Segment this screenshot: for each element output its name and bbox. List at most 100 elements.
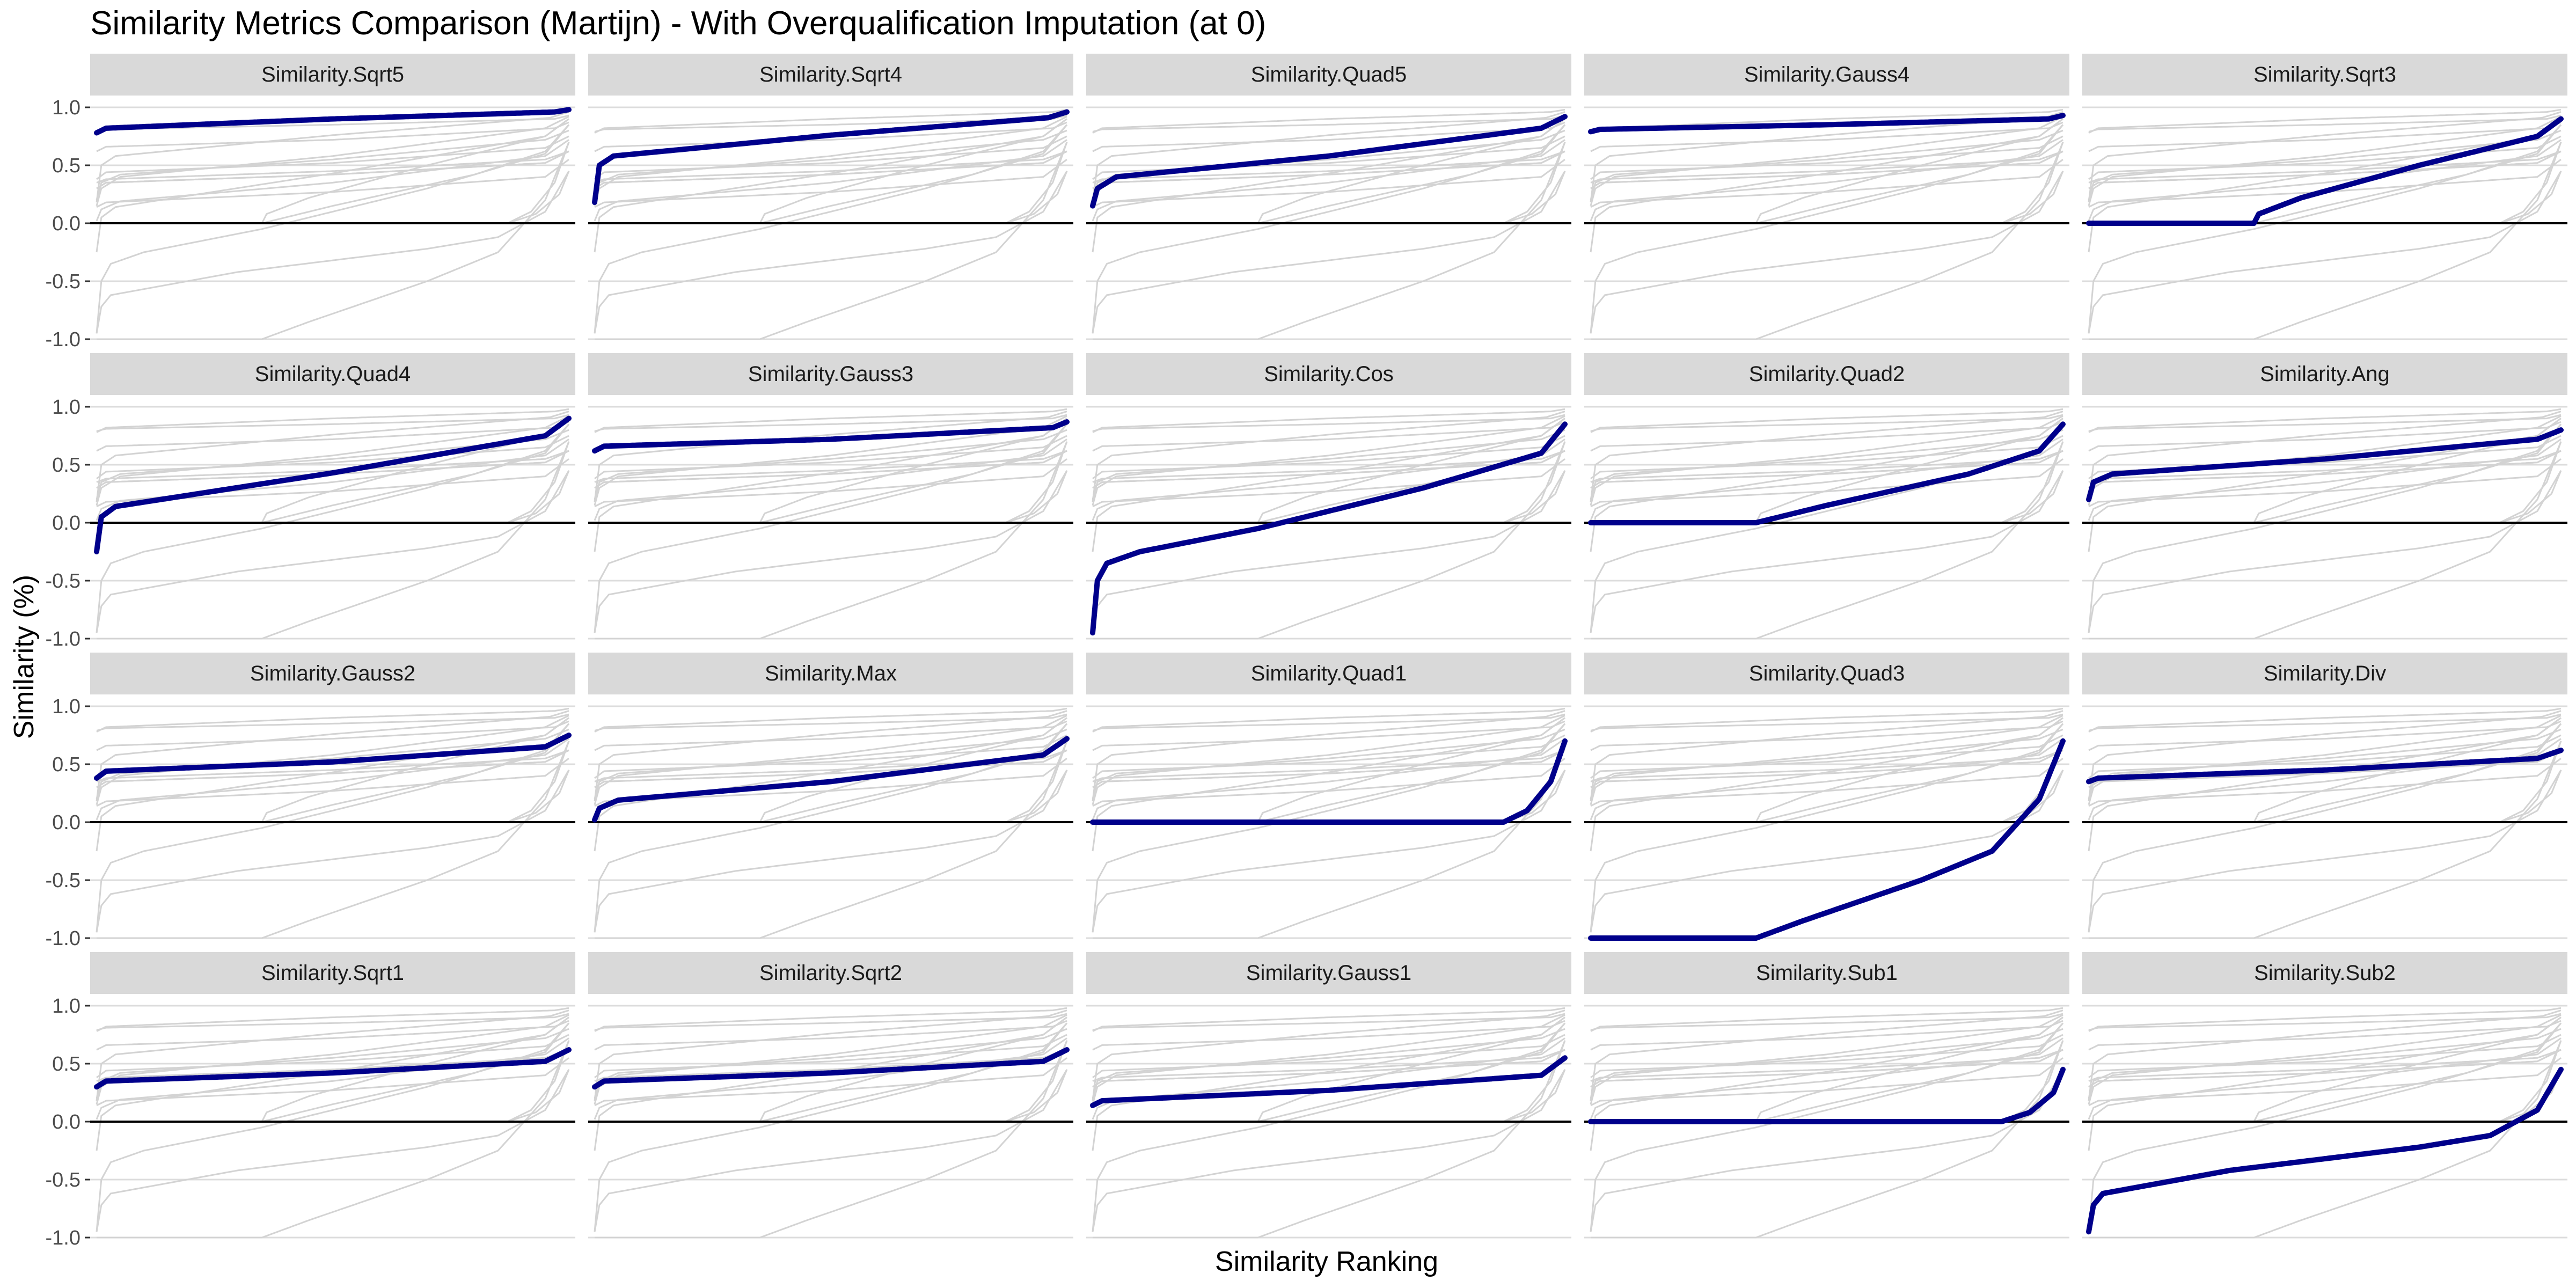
background-series-line	[594, 418, 1067, 552]
facet-strip	[1086, 653, 1571, 694]
background-series-line	[1092, 1034, 1565, 1079]
background-series-line	[595, 142, 1068, 340]
background-series-line	[96, 411, 569, 502]
background-series-line	[1092, 450, 1565, 483]
background-series-line	[96, 414, 569, 432]
background-series-line	[594, 429, 1067, 500]
background-series-line	[96, 150, 569, 184]
background-series-line	[1092, 415, 1565, 506]
background-series-line	[1590, 158, 2063, 208]
background-series-line	[1590, 707, 2063, 733]
background-series-line	[1092, 749, 1565, 788]
background-series-line	[1590, 1034, 2063, 1079]
y-tick-label: 0.0	[52, 811, 80, 834]
background-series-line	[1590, 749, 2063, 782]
y-tick-label: 0.0	[52, 512, 80, 535]
facet-panel: Similarity.Sqrt2	[588, 952, 1073, 1239]
background-series-line	[2088, 129, 2562, 201]
background-series-line	[96, 470, 570, 633]
y-tick-label: 0.5	[52, 753, 80, 776]
background-series-line	[2089, 441, 2562, 640]
background-series-line	[2088, 1013, 2562, 1031]
background-series-line	[594, 714, 1067, 805]
background-series-line	[1092, 728, 1565, 800]
background-series-line	[595, 441, 1068, 640]
background-series-line	[594, 749, 1067, 788]
background-series-line	[594, 757, 1067, 807]
background-series-line	[1092, 171, 1566, 334]
background-series-line	[96, 115, 569, 206]
background-series-line	[1590, 1013, 2063, 1031]
background-series-line	[1590, 749, 2063, 788]
facet-strip	[588, 952, 1073, 994]
background-series-line	[1590, 1069, 2064, 1232]
background-series-line	[594, 1034, 1067, 1079]
background-series-line	[1092, 158, 1565, 208]
background-series-line	[2089, 142, 2562, 340]
background-series-line	[96, 757, 569, 807]
facet-panel: Similarity.Quad3	[1584, 653, 2069, 941]
facet-strip-label: Similarity.Ang	[2260, 362, 2390, 386]
background-series-line	[96, 1069, 570, 1232]
facet-panel: Similarity.Gauss4	[1584, 54, 2069, 340]
facet-strip	[1584, 54, 2069, 96]
background-series-line	[1092, 1014, 1565, 1104]
background-series-line	[2088, 115, 2562, 206]
background-series-line	[2088, 121, 2562, 152]
highlighted-series-line	[1588, 1066, 2066, 1124]
background-series-line	[2088, 171, 2562, 334]
facet-panel: Similarity.Gauss2 1.0 0.5 0.0 -0.5 -1.0	[46, 653, 575, 950]
background-series-line	[97, 741, 570, 939]
facet-strip-label: Similarity.Gauss4	[1744, 63, 1909, 86]
facet-strip-label: Similarity.Max	[765, 662, 897, 685]
background-series-line	[1092, 429, 1565, 500]
highlighted-series-line	[2086, 427, 2564, 502]
background-series-line	[2088, 770, 2562, 933]
facet-strip	[2082, 653, 2567, 694]
background-series-line	[1590, 1014, 2063, 1104]
highlighted-series-line	[1090, 114, 1568, 209]
background-series-line	[594, 129, 1067, 201]
background-series-line	[1590, 450, 2063, 489]
highlighted-series-line	[94, 415, 572, 554]
facet-strip-label: Similarity.Quad3	[1749, 662, 1905, 685]
facet-strip-label: Similarity.Gauss2	[250, 662, 415, 685]
background-series-line	[1590, 714, 2063, 805]
background-series-line	[2088, 1028, 2562, 1099]
background-series-line	[1092, 411, 1565, 502]
background-series-line	[594, 408, 1067, 433]
background-series-line	[1590, 150, 2063, 189]
background-series-line	[1590, 713, 2063, 731]
background-series-line	[1590, 1049, 2063, 1082]
background-series-line	[594, 734, 1067, 779]
background-series-line	[1590, 1049, 2063, 1088]
background-series-line	[2088, 1014, 2562, 1104]
background-series-line	[2088, 150, 2562, 184]
background-series-line	[2088, 450, 2562, 483]
y-axis-label: Similarity (%)	[9, 575, 40, 739]
background-series-line	[1092, 435, 1565, 480]
background-series-line	[1590, 421, 2063, 452]
facet-strip-label: Similarity.Sqrt5	[261, 63, 404, 86]
background-series-line	[96, 129, 569, 201]
background-series-line	[1590, 1009, 2063, 1101]
y-tick-label: -1.0	[46, 328, 80, 351]
background-series-line	[1590, 414, 2063, 432]
facet-strip	[1086, 54, 1571, 96]
background-series-line	[594, 710, 1067, 802]
facet-strip	[2082, 952, 2567, 994]
background-series-line	[1092, 418, 1565, 552]
facet-strip-label: Similarity.Sqrt1	[261, 961, 404, 985]
background-series-line	[1092, 734, 1565, 779]
background-series-line	[2088, 114, 2562, 133]
highlighted-series-line	[592, 419, 1070, 454]
background-series-line	[1092, 1049, 1565, 1082]
background-series-line	[96, 713, 569, 731]
facet-panel: Similarity.Sub1	[1584, 952, 2069, 1239]
facet-panel: Similarity.Gauss3	[588, 353, 1073, 640]
facet-panel: Similarity.Gauss1	[1086, 952, 1571, 1239]
background-series-line	[97, 142, 570, 340]
background-series-line	[2088, 734, 2562, 779]
y-tick-label: 1.0	[52, 995, 80, 1018]
